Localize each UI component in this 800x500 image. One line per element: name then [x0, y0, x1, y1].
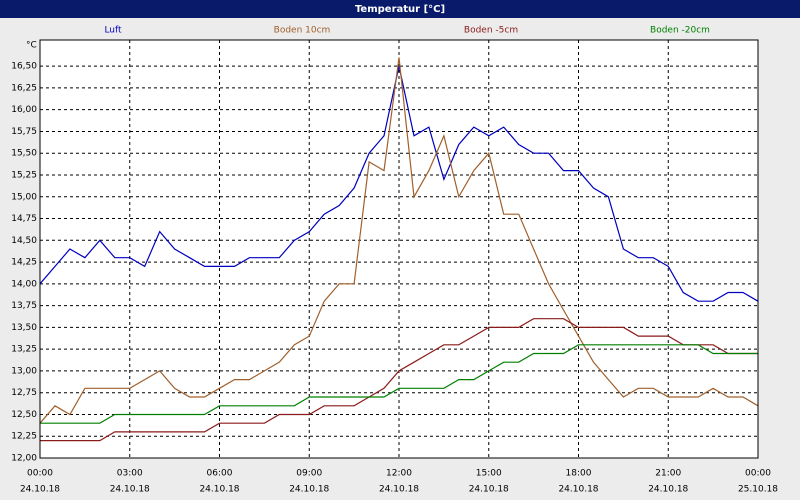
x-tick-label: 00:00: [745, 469, 771, 479]
y-tick-label: 16,00: [11, 105, 37, 115]
y-tick-label: 15,25: [11, 170, 37, 180]
legend-entry: Boden -20cm: [650, 26, 710, 36]
x-tick-date: 24.10.18: [110, 485, 150, 495]
x-tick-label: 06:00: [207, 469, 233, 479]
x-tick-date: 24.10.18: [469, 485, 509, 495]
x-tick-date: 24.10.18: [199, 485, 239, 495]
y-tick-label: 16,25: [11, 83, 37, 93]
x-tick-date: 24.10.18: [20, 485, 60, 495]
y-tick-label: 14,50: [11, 236, 37, 246]
y-tick-label: 15,75: [11, 127, 37, 137]
series-line: [40, 344, 758, 424]
y-tick-label: 12,50: [11, 410, 37, 420]
y-tick-label: 13,25: [11, 345, 37, 355]
x-tick-label: 00:00: [27, 469, 53, 479]
y-tick-label: 14,25: [11, 258, 37, 268]
y-tick-label: 14,00: [11, 279, 37, 289]
y-tick-label: 12,00: [11, 454, 37, 464]
x-tick-date: 24.10.18: [558, 485, 598, 495]
x-tick-date: 24.10.18: [379, 485, 419, 495]
x-tick-date: 24.10.18: [648, 485, 688, 495]
series-line: [40, 318, 758, 442]
title-bar: [0, 0, 800, 18]
x-tick-label: 21:00: [655, 469, 681, 479]
x-tick-date: 25.10.18: [738, 485, 778, 495]
series-line: [39, 65, 759, 302]
y-tick-label: 12,75: [11, 388, 37, 398]
x-tick-label: 18:00: [566, 469, 592, 479]
x-tick-label: 12:00: [386, 469, 412, 479]
y-tick-label: 12,25: [11, 432, 37, 442]
y-tick-label: 14,75: [11, 214, 37, 224]
y-tick-label: 16,50: [11, 62, 37, 72]
x-tick-label: 09:00: [296, 469, 322, 479]
legend-entry: Boden -5cm: [464, 26, 518, 36]
plot-border: [39, 39, 759, 459]
legend-entry: Boden 10cm: [274, 26, 331, 36]
y-tick-label: 13,75: [11, 301, 37, 311]
x-tick-label: 03:00: [117, 469, 143, 479]
x-tick-label: 15:00: [476, 469, 502, 479]
x-tick-date: 24.10.18: [289, 485, 329, 495]
legend-entry: Luft: [104, 26, 122, 36]
y-tick-label: 15,50: [11, 149, 37, 159]
y-axis-label: °C: [26, 41, 37, 51]
y-tick-label: 15,00: [11, 192, 37, 202]
y-tick-label: 13,50: [11, 323, 37, 333]
series-line: [39, 57, 759, 424]
y-tick-label: 13,00: [11, 366, 37, 376]
chart-title: Temperatur [°C]: [355, 4, 445, 15]
